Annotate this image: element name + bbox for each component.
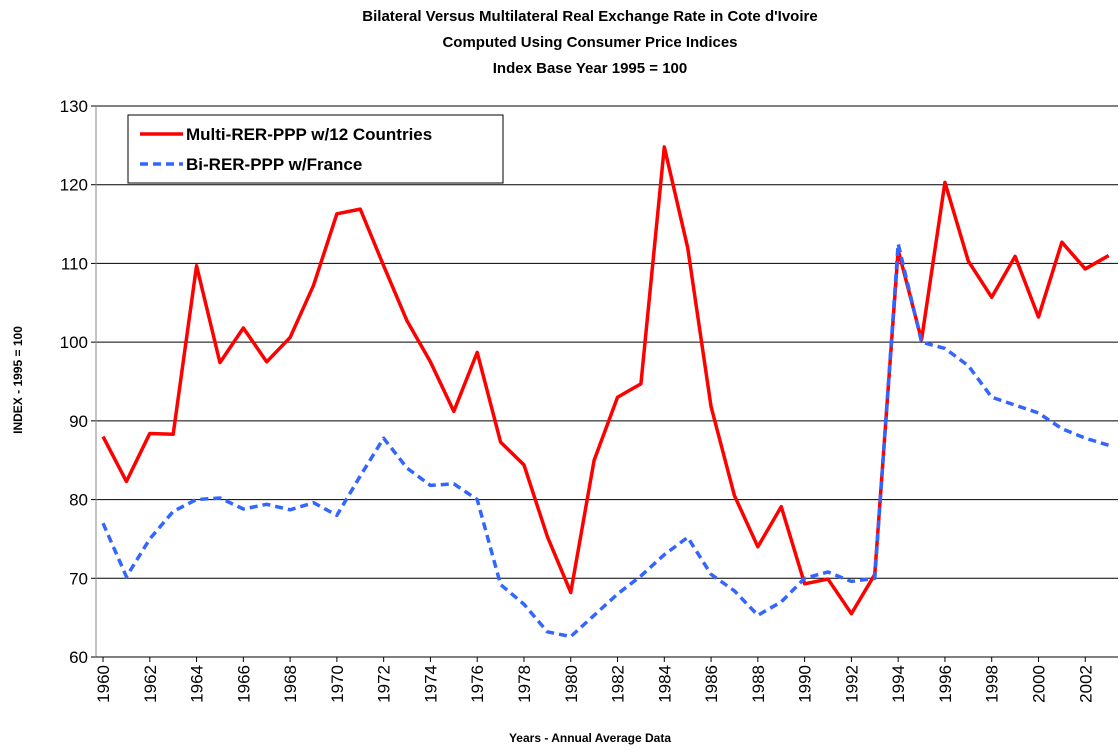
legend-box [127,114,504,184]
x-tick-label: 1966 [234,665,253,703]
x-tick-label: 2000 [1029,665,1048,703]
x-tick-label: 1984 [655,665,674,703]
x-tick-label: 1996 [936,665,955,703]
series-line [101,242,1110,639]
y-tick-label: 80 [69,491,88,510]
x-tick-label: 1992 [842,665,861,703]
x-tick-label: 1980 [562,665,581,703]
y-tick-label: 60 [69,648,88,667]
x-tick-label: 1998 [983,665,1002,703]
x-tick-label: 1960 [94,665,113,703]
x-tick-label: 1964 [188,665,207,703]
y-tick-label: 120 [60,176,88,195]
legend-label: Bi-RER-PPP w/France [186,155,362,174]
series-line [101,145,1110,616]
x-tick-label: 1976 [468,665,487,703]
x-tick-label: 1994 [889,665,908,703]
x-tick-label: 1962 [141,665,160,703]
y-tick-label: 130 [60,97,88,116]
chart-subtitle: Index Base Year 1995 = 100 [493,60,687,77]
x-tick-label: 1986 [702,665,721,703]
x-tick-label: 1974 [421,665,440,703]
x-tick-label: 1972 [375,665,394,703]
x-tick-label: 1988 [749,665,768,703]
y-tick-label: 90 [69,412,88,431]
y-tick-label: 70 [69,569,88,588]
x-axis-title: Years - Annual Average Data [509,731,671,745]
legend-label: Multi-RER-PPP w/12 Countries [186,125,432,144]
y-tick-label: 110 [61,254,88,273]
chart-title: Bilateral Versus Multilateral Real Excha… [362,8,817,25]
x-tick-label: 1968 [281,665,300,703]
x-tick-label: 2002 [1076,665,1095,703]
x-tick-label: 1970 [328,665,347,703]
y-axis-title: INDEX - 1995 = 100 [11,326,25,434]
chart-subtitle: Computed Using Consumer Price Indices [442,34,737,51]
x-tick-label: 1990 [796,665,815,703]
y-tick-label: 100 [60,333,88,352]
x-tick-label: 1978 [515,665,534,703]
x-tick-label: 1982 [609,665,628,703]
